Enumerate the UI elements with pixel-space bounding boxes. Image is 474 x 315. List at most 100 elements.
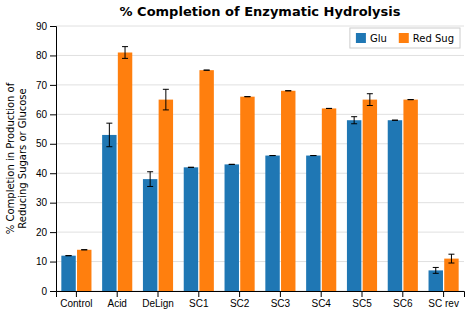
error-bar [188,167,194,168]
x-tick-label: SC4 [311,298,331,309]
bar [159,100,173,291]
y-tick-mark [50,114,56,115]
error-bar-line [125,47,126,59]
grid-line [56,261,464,262]
y-tick-mark [50,232,56,233]
error-bar-cap [408,99,414,100]
x-tick: SC1 [189,291,209,309]
x-tick: Acid [107,291,126,309]
error-bar-cap [326,108,332,109]
error-bar [163,89,169,110]
error-bar [392,120,398,121]
y-axis-title: % Completion in Production ofReducing Su… [5,82,28,234]
y-tick: 10 [36,256,56,267]
error-bar-cap [367,105,373,106]
bar [281,91,295,291]
grid-line [56,26,464,27]
y-tick-label: 70 [36,80,48,91]
bar [199,70,213,291]
error-bar-cap [244,96,250,97]
error-bar-cap [229,164,235,165]
error-bar-cap [204,70,210,71]
x-tick-label: SC3 [271,298,291,309]
error-bar-line [150,172,151,187]
x-tick: SC2 [230,291,250,309]
error-bar [326,108,332,109]
x-tick-label: SC1 [189,298,209,309]
bar [240,97,254,291]
error-bar-cap [392,120,398,121]
bar [118,53,132,292]
error-bar-cap [270,155,276,156]
y-tick: 40 [36,168,56,179]
x-tick-label: SC2 [230,298,250,309]
y-tick-mark [50,173,56,174]
error-bar-cap [270,155,276,156]
error-bar-cap [310,155,316,156]
x-tick: SC5 [352,291,372,309]
x-tick-mark [280,291,281,297]
x-tick-mark [239,291,240,297]
error-bar-cap [408,99,414,100]
error-bar-line [435,267,436,273]
grid-line [56,202,464,203]
error-bar-cap [163,109,169,110]
y-tick-mark [50,26,56,27]
bar [102,135,116,291]
plot: 0102030405060708090ControlAcidDeLignSC1S… [36,21,465,309]
bar-series [77,47,459,291]
x-axis: ControlAcidDeLignSC1SC2SC3SC4SC5SC6SC re… [57,291,465,309]
error-bar-cap [392,120,398,121]
bar [225,164,239,291]
error-bar-cap [310,155,316,156]
error-bar [448,254,454,263]
bar [429,270,443,291]
x-tick: Control [60,291,92,309]
legend: GluRed Sug [350,28,460,48]
error-bar-cap [351,116,357,117]
error-bar-line [109,123,110,147]
error-bar-cap [285,90,291,91]
bar [322,108,336,291]
x-tick-label: SC5 [352,298,372,309]
error-bar-cap [188,167,194,168]
error-bar-cap [106,123,112,124]
y-tick-label: 50 [36,138,48,149]
legend-swatch [399,33,409,43]
error-bar-cap [204,70,210,71]
grid-line [56,143,464,144]
x-tick-label: Control [60,298,92,309]
legend-swatch [356,33,366,43]
grid-line [56,84,464,85]
x-tick-mark [443,291,444,297]
y-tick-label: 40 [36,168,48,179]
y-tick-mark [50,55,56,56]
error-bar-cap [81,249,87,250]
bar [347,120,361,291]
x-tick-mark [117,291,118,297]
error-bar-cap [147,171,153,172]
chart: 0102030405060708090ControlAcidDeLignSC1S… [0,0,474,315]
bar [388,120,402,291]
error-bar [229,164,235,165]
error-bar-cap [229,164,235,165]
y-tick-label: 30 [36,197,48,208]
y-tick: 60 [36,109,56,120]
error-bar [270,155,276,156]
error-bar-cap [433,267,439,268]
grid-line [56,232,464,233]
y-tick-label: 0 [41,286,47,297]
legend-frame [350,28,460,48]
x-tick-mark [402,291,403,297]
x-axis-line [57,292,465,298]
error-bar-cap [285,90,291,91]
error-bar-cap [122,46,128,47]
error-bar-line [165,89,166,110]
legend-item: Glu [356,33,387,44]
y-tick: 90 [36,21,56,32]
x-tick: SC4 [311,291,331,309]
error-bar-cap [326,108,332,109]
bar [143,179,157,291]
x-tick: SC rev [428,291,459,309]
error-bar-line [369,94,370,106]
